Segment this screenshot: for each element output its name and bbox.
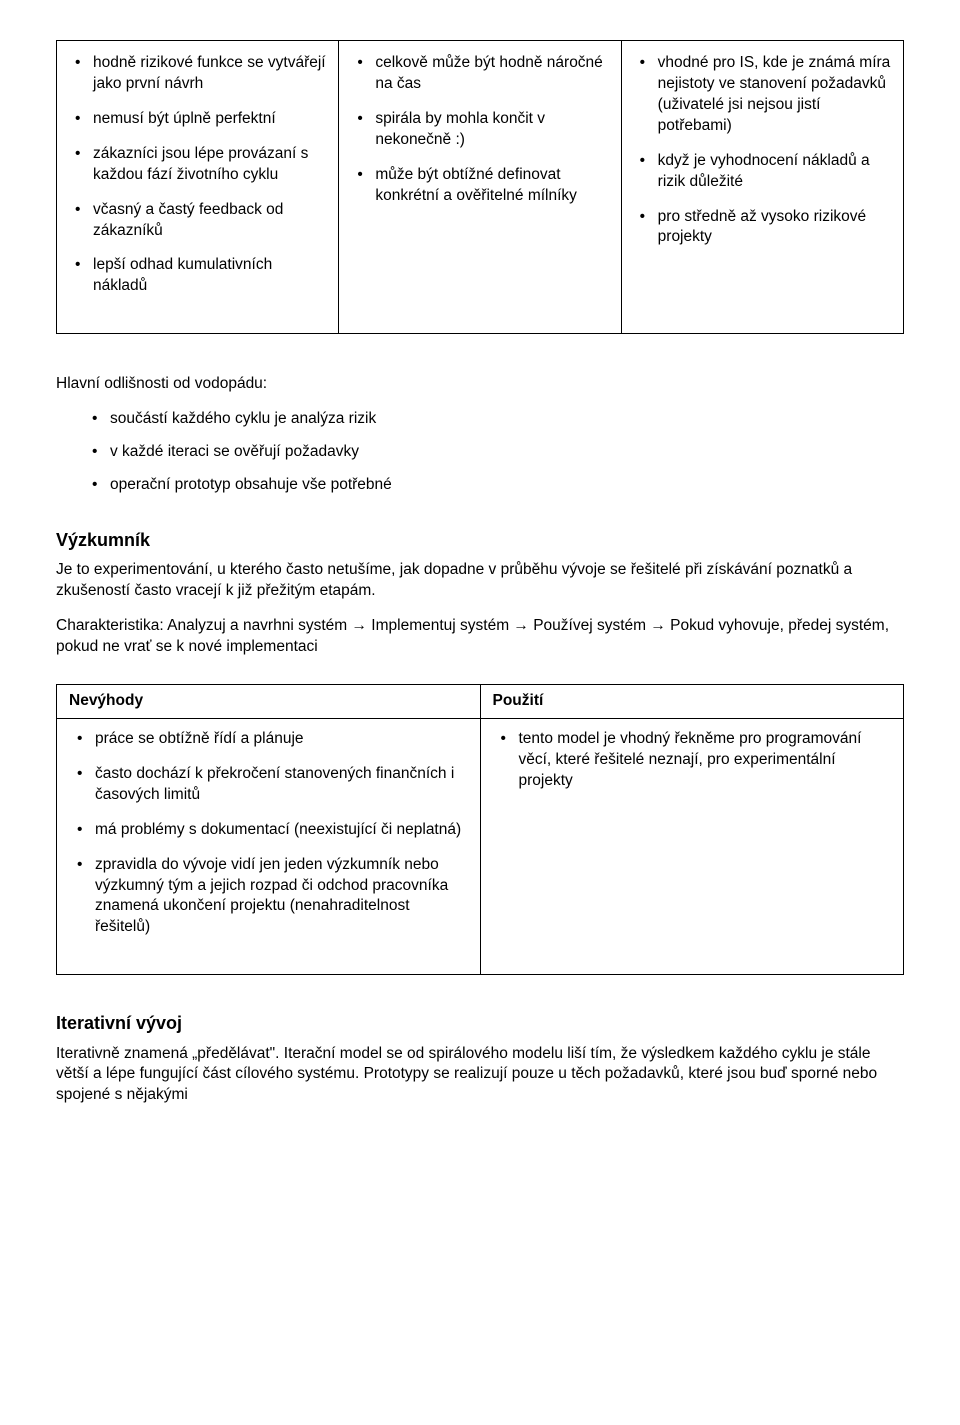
section-title-vyzkumnik: Výzkumník: [56, 528, 904, 552]
list-item: spirála by mohla končit v nekonečně :): [349, 109, 610, 151]
pouziti-list: tento model je vhodný řekněme pro progra…: [493, 729, 892, 792]
differences-list: součástí každého cyklu je analýza rizik …: [56, 409, 904, 496]
list-item: zpravidla do vývoje vidí jen jeden výzku…: [69, 855, 468, 939]
list-item: nemusí být úplně perfektní: [67, 109, 328, 130]
col3-cell: vhodné pro IS, kde je známá míra nejisto…: [621, 41, 903, 334]
comparison-table-2col: Nevýhody Použití práce se obtížně řídí a…: [56, 684, 904, 975]
list-item: pro středně až vysoko rizikové projekty: [632, 207, 893, 249]
nevyhody-cell: práce se obtížně řídí a plánuje často do…: [57, 718, 481, 974]
vyzkumnik-paragraph-2: Charakteristika: Analyzuj a navrhni syst…: [56, 616, 904, 658]
col-header-pouziti: Použití: [480, 684, 904, 718]
list-item: hodně rizikové funkce se vytvářejí jako …: [67, 53, 328, 95]
list-item: lepší odhad kumulativních nákladů: [67, 255, 328, 297]
col3-list: vhodné pro IS, kde je známá míra nejisto…: [632, 53, 893, 248]
list-item: operační prototyp obsahuje vše potřebné: [56, 475, 904, 496]
col1-list: hodně rizikové funkce se vytvářejí jako …: [67, 53, 328, 297]
differences-heading: Hlavní odlišnosti od vodopádu:: [56, 374, 904, 395]
section-title-iterativni: Iterativní vývoj: [56, 1011, 904, 1035]
col1-cell: hodně rizikové funkce se vytvářejí jako …: [57, 41, 339, 334]
col2-cell: celkově může být hodně náročné na čas sp…: [339, 41, 621, 334]
list-item: včasný a častý feedback od zákazníků: [67, 200, 328, 242]
list-item: má problémy s dokumentací (neexistující …: [69, 820, 468, 841]
list-item: v každé iteraci se ověřují požadavky: [56, 442, 904, 463]
list-item: často dochází k překročení stanovených f…: [69, 764, 468, 806]
list-item: může být obtížné definovat konkrétní a o…: [349, 165, 610, 207]
col2-list: celkově může být hodně náročné na čas sp…: [349, 53, 610, 207]
pouziti-cell: tento model je vhodný řekněme pro progra…: [480, 718, 904, 974]
nevyhody-list: práce se obtížně řídí a plánuje často do…: [69, 729, 468, 938]
list-item: práce se obtížně řídí a plánuje: [69, 729, 468, 750]
list-item: součástí každého cyklu je analýza rizik: [56, 409, 904, 430]
col-header-nevyhody: Nevýhody: [57, 684, 481, 718]
list-item: tento model je vhodný řekněme pro progra…: [493, 729, 892, 792]
iterativni-paragraph: Iterativně znamená „předělávat". Iteračn…: [56, 1044, 904, 1107]
list-item: zákazníci jsou lépe provázaní s každou f…: [67, 144, 328, 186]
list-item: vhodné pro IS, kde je známá míra nejisto…: [632, 53, 893, 137]
list-item: když je vyhodnocení nákladů a rizik důle…: [632, 151, 893, 193]
list-item: celkově může být hodně náročné na čas: [349, 53, 610, 95]
comparison-table-3col: hodně rizikové funkce se vytvářejí jako …: [56, 40, 904, 334]
vyzkumnik-paragraph-1: Je to experimentování, u kterého často n…: [56, 560, 904, 602]
